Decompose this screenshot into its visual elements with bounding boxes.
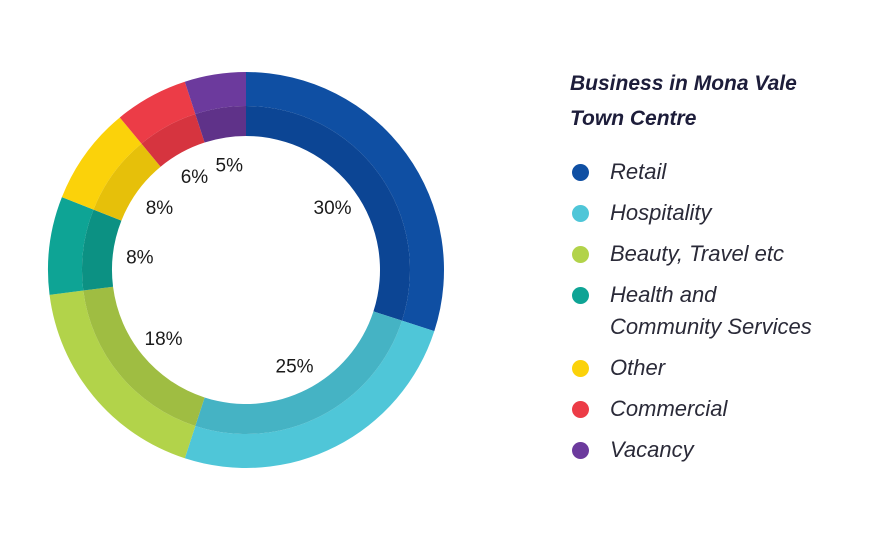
legend-label-health-community: Health and Community Services — [610, 282, 812, 339]
pct-label-hospitality: 25% — [276, 356, 314, 377]
slice-inner-hospitality — [195, 311, 402, 434]
slice-health-and-community-services — [48, 197, 94, 295]
legend-item-beauty-travel: Beauty, Travel etc — [570, 238, 870, 270]
donut-slices — [48, 72, 445, 468]
legend-swatch-retail — [572, 164, 589, 181]
legend-swatch-other — [572, 360, 589, 377]
legend-swatch-commercial — [572, 401, 589, 418]
legend-label-beauty-travel: Beauty, Travel etc — [610, 241, 785, 266]
legend-item-retail: Retail — [570, 156, 870, 188]
percentage-labels: 30% 25% 18% 8% 8% 6% 5% — [126, 155, 352, 377]
legend-label-retail: Retail — [610, 159, 667, 184]
legend-item-other: Other — [570, 352, 870, 384]
slice-inner-retail — [246, 106, 410, 321]
slice-inner-vacancy — [195, 106, 246, 143]
legend-swatch-beauty-travel — [572, 246, 589, 263]
legend-item-commercial: Commercial — [570, 393, 870, 425]
slice-retail — [246, 72, 445, 332]
chart-title-line-2: Town Centre — [570, 107, 697, 130]
pct-label-other: 8% — [146, 198, 174, 219]
chart-title-line-1: Business in Mona Vale — [570, 72, 797, 95]
slice-inner-other — [93, 143, 161, 221]
legend-swatch-health-community — [572, 287, 589, 304]
pct-label-beauty-travel-etc: 18% — [145, 329, 183, 350]
pct-label-vacancy: 5% — [216, 155, 244, 176]
pct-label-retail: 30% — [314, 198, 352, 219]
legend-item-vacancy: Vacancy — [570, 434, 870, 466]
legend-label-hospitality: Hospitality — [610, 200, 712, 225]
slice-other — [61, 117, 142, 210]
slice-inner-beauty-travel-etc — [83, 286, 205, 426]
legend: Retail Hospitality Beauty, Travel etc He… — [570, 156, 870, 475]
slice-hospitality — [184, 320, 435, 468]
slice-commercial — [119, 81, 196, 144]
legend-swatch-hospitality — [572, 205, 589, 222]
legend-label-commercial: Commercial — [610, 396, 728, 421]
slice-inner-health-and-community-services — [82, 209, 122, 291]
slice-vacancy — [184, 72, 246, 115]
pct-label-health-and-community-services: 8% — [126, 248, 154, 269]
legend-swatch-vacancy — [572, 442, 589, 459]
slice-beauty-travel-etc — [49, 290, 196, 459]
legend-item-hospitality: Hospitality — [570, 197, 870, 229]
pct-label-commercial: 6% — [181, 167, 209, 188]
legend-label-other: Other — [610, 355, 666, 380]
slice-inner-commercial — [141, 114, 205, 167]
chart-title: Business in Mona Vale Town Centre — [570, 66, 870, 136]
legend-label-vacancy: Vacancy — [610, 437, 694, 462]
legend-item-health-community: Health and Community Services — [570, 279, 870, 343]
